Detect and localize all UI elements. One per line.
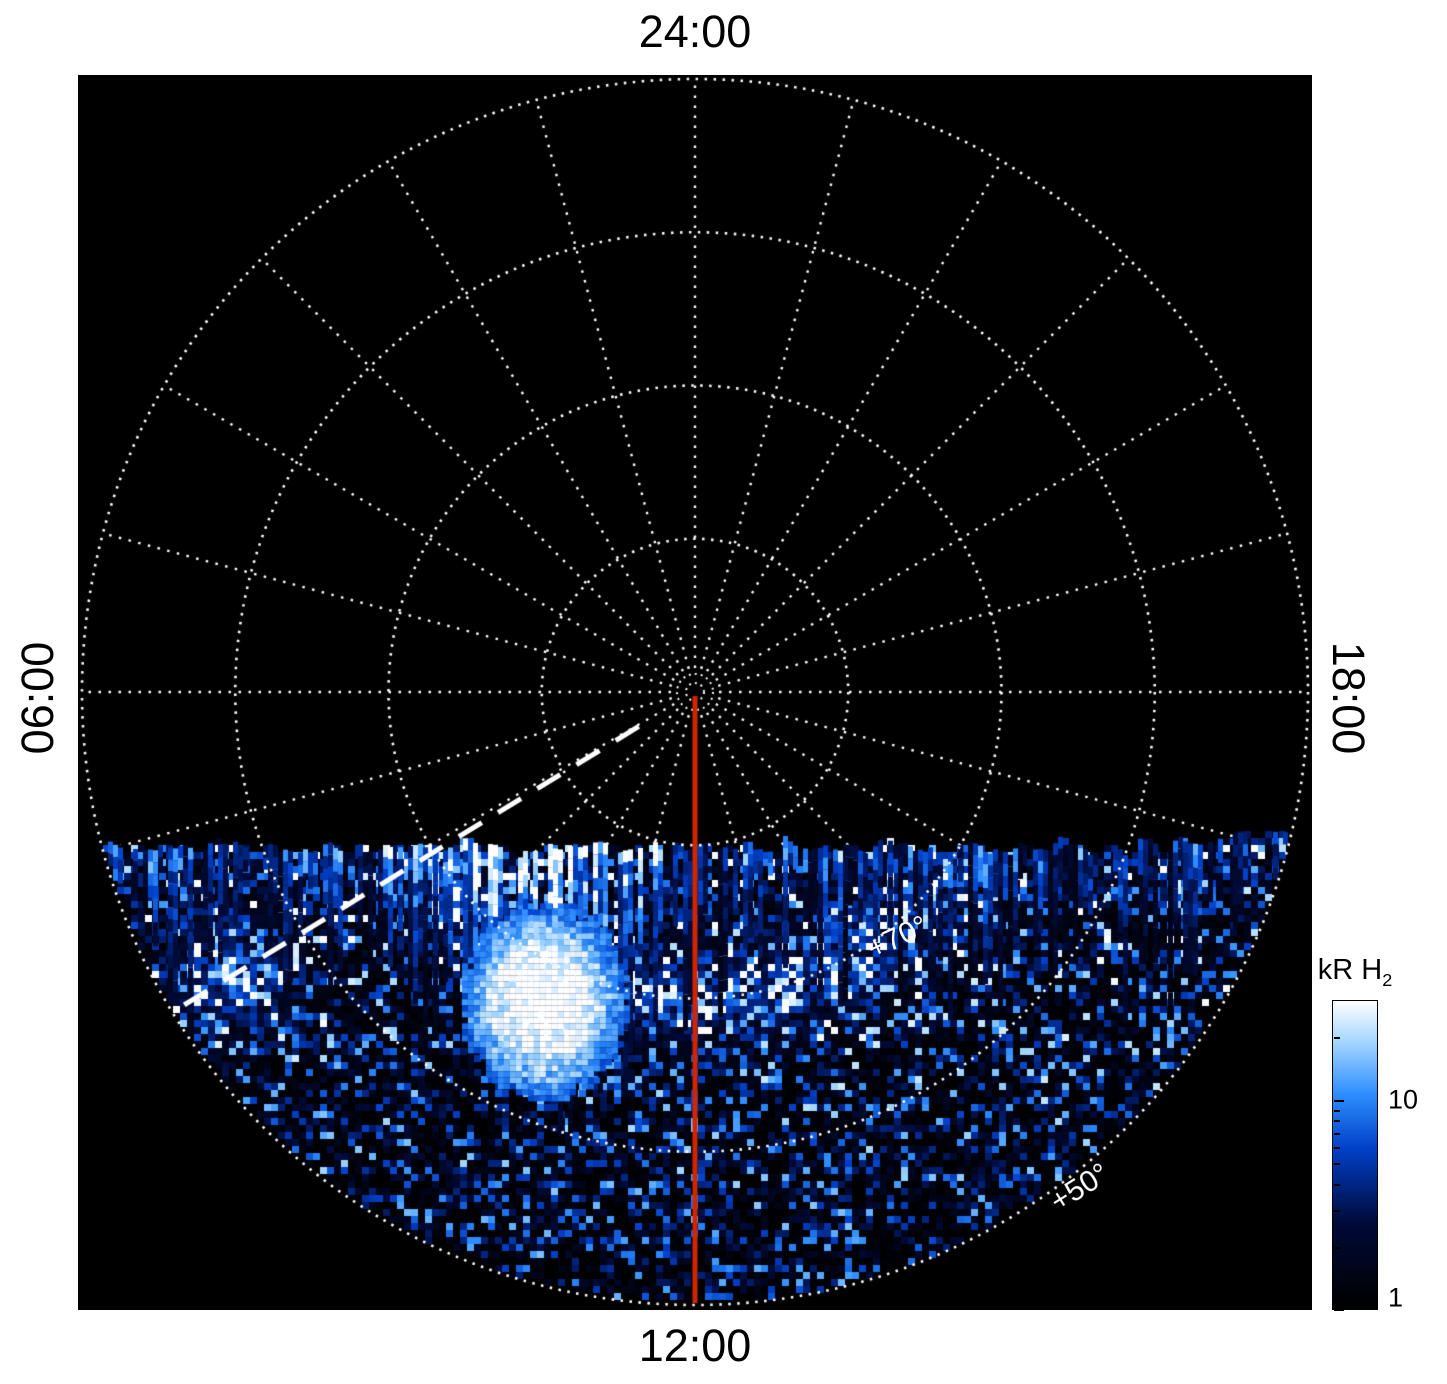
colorbar-tick-mark [1334, 1120, 1340, 1123]
polar-plot-area [78, 75, 1312, 1310]
colorbar-tick-label-1: 1 [1388, 1282, 1404, 1313]
local-time-label-1800: 18:00 [1323, 641, 1374, 755]
colorbar-tick-mark [1334, 1132, 1340, 1135]
colorbar-tick-mark [1334, 1109, 1340, 1112]
colorbar-title: kR H2 [1318, 954, 1392, 991]
colorbar-tick-mark [1334, 1309, 1344, 1311]
colorbar-tick-mark [1334, 1183, 1340, 1186]
colorbar-title-text: kR H [1317, 954, 1383, 986]
colorbar-gradient [1332, 1000, 1378, 1311]
colorbar-tick-mark [1334, 1100, 1344, 1103]
colorbar: kR H2 10 1 [1318, 954, 1418, 1312]
colorbar-tick-mark [1334, 1036, 1340, 1039]
colorbar-tick-mark [1334, 1209, 1340, 1212]
colorbar-title-subscript: 2 [1382, 969, 1393, 990]
local-time-label-2400: 24:00 [638, 6, 752, 57]
local-time-label-1200: 12:00 [638, 1320, 752, 1371]
colorbar-tick-mark [1334, 1163, 1340, 1166]
aurora-polar-map-canvas [78, 75, 1312, 1310]
colorbar-tick-mark [1334, 1246, 1340, 1249]
local-time-label-0600: 06:00 [12, 641, 63, 755]
colorbar-tick-mark [1334, 1146, 1340, 1149]
colorbar-tick-label-10: 10 [1388, 1084, 1419, 1115]
